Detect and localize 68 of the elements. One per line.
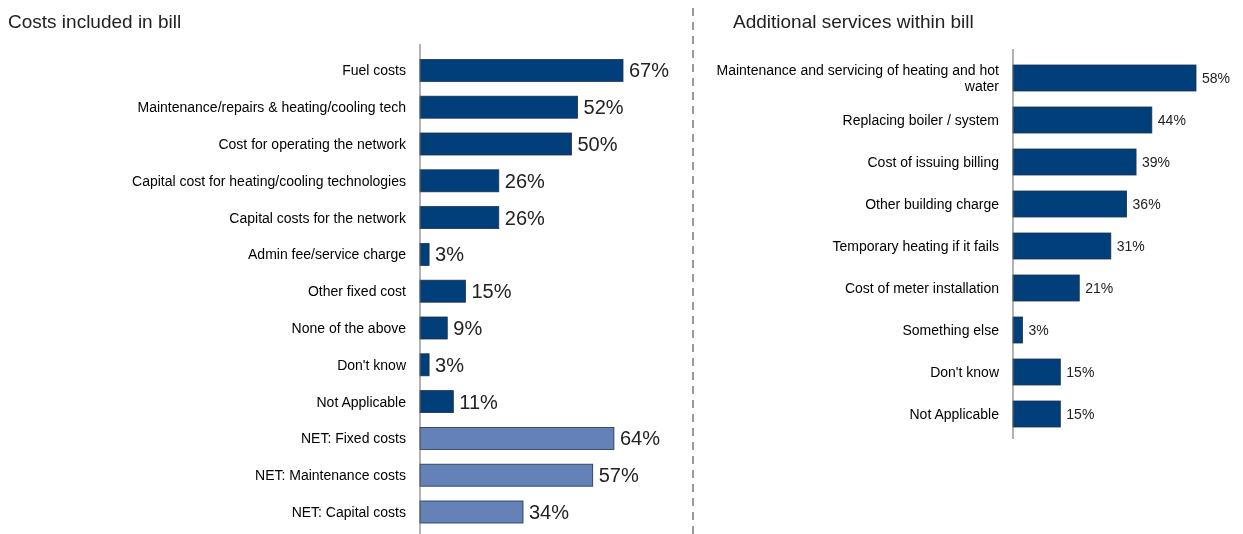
text: Additional services within bill [733, 11, 974, 32]
y-tick-label: NET: Capital costs [291, 503, 406, 520]
data-label: 3% [435, 353, 465, 376]
bar [419, 500, 524, 524]
y-tick-label: Don't know [337, 356, 407, 373]
y-tick-label: Cost of meter installation [844, 279, 999, 296]
y-tick-label: Fuel costs [342, 62, 406, 79]
data-label: 36% [1132, 195, 1161, 212]
bar [1012, 358, 1061, 386]
bar [419, 59, 624, 82]
bar [419, 95, 578, 119]
bar [419, 316, 448, 340]
y-tick-label: Not Applicable [316, 393, 407, 410]
bar [1012, 106, 1153, 134]
bar [419, 243, 430, 266]
y-tick-label: Something else [902, 321, 1000, 338]
data-label: 58% [1202, 69, 1231, 86]
data-label: 11% [459, 390, 499, 413]
data-label: 15% [471, 280, 512, 303]
bar [1012, 190, 1127, 218]
y-tick-label: NET: Fixed costs [300, 430, 406, 447]
y-tick-label: None of the above [291, 319, 407, 336]
y-tick-label: Other building charge [865, 195, 1000, 212]
data-label: 26% [504, 206, 546, 229]
data-label: 34% [529, 501, 570, 523]
data-label: 50% [577, 133, 618, 155]
data-label: 15% [1066, 363, 1095, 380]
bar [1012, 400, 1061, 428]
y-tick-label: Replacing boiler / system [842, 111, 999, 128]
data-label: 9% [453, 317, 483, 339]
y-tick-label: Maintenance/repairs & heating/cooling tech [137, 99, 406, 116]
bar [419, 169, 500, 193]
bar [419, 353, 430, 377]
data-label: 57% [598, 464, 639, 487]
bar [1012, 274, 1080, 302]
bar [419, 132, 572, 156]
bar [419, 206, 500, 229]
data-label: 3% [1028, 321, 1049, 338]
y-tick-label: Other fixed cost [307, 283, 407, 300]
data-label: 21% [1085, 279, 1114, 296]
y-tick-label: Cost for operating the network [218, 135, 407, 152]
data-label: 64% [619, 427, 661, 450]
data-label: 52% [583, 96, 624, 119]
bar [419, 390, 454, 413]
bar [419, 427, 615, 450]
bar [419, 279, 466, 303]
data-label: 3% [435, 243, 465, 266]
data-label: 39% [1142, 153, 1171, 170]
data-label: 26% [504, 169, 546, 192]
bar [1012, 148, 1137, 176]
bar [1012, 232, 1112, 260]
y-tick-label: Not Applicable [909, 405, 1000, 422]
y-tick-label: Admin fee/service charge [248, 246, 407, 263]
y-tick-label: NET: Maintenance costs [255, 467, 406, 484]
data-label: 67% [629, 59, 670, 82]
data-label: 15% [1066, 405, 1095, 422]
y-tick-label: Maintenance and servicing of heating and hot water [716, 62, 1000, 94]
y-tick-label: Capital cost for heating/cooling technologies [132, 172, 406, 189]
bar [419, 463, 594, 487]
text: Costs included in bill [8, 11, 182, 32]
y-tick-label: Cost of issuing billing [867, 153, 999, 170]
data-label: 31% [1116, 237, 1145, 254]
bar [1012, 64, 1197, 92]
y-tick-label: Temporary heating if it fails [832, 237, 999, 254]
y-tick-label: Don't know [930, 363, 1000, 380]
data-label: 44% [1157, 111, 1186, 128]
bar [1012, 316, 1023, 344]
y-tick-label: Capital costs for the network [229, 209, 407, 226]
